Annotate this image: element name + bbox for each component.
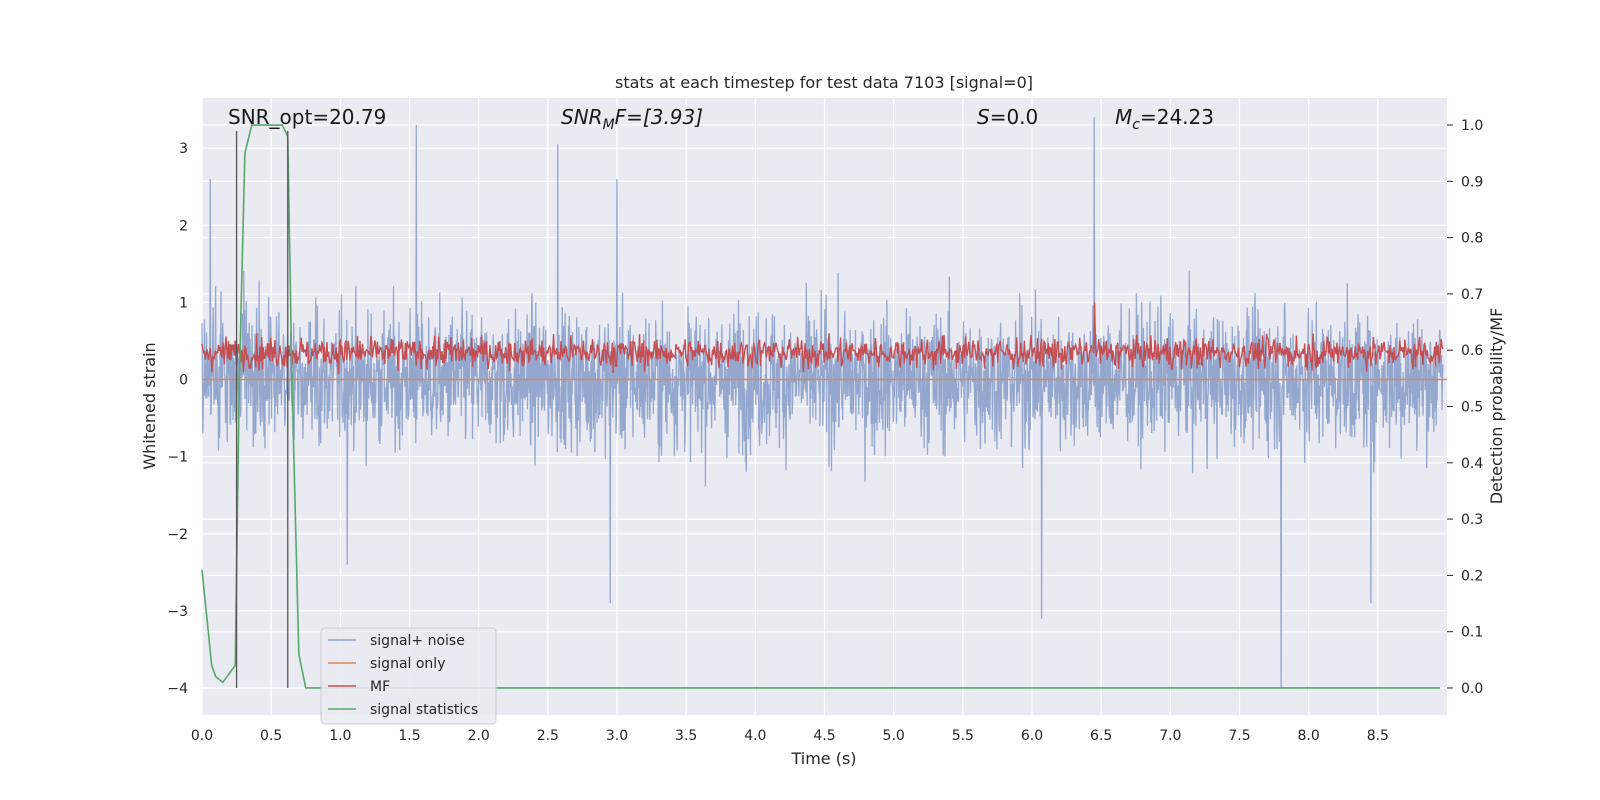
y2-axis-label: Detection probability/MF <box>1487 308 1506 505</box>
y2-tick-label: 0.5 <box>1461 400 1483 416</box>
y2-tick-label: 0.4 <box>1461 456 1483 472</box>
y-tick-label: −4 <box>167 681 188 697</box>
annotation-mc: Mc=24.23 <box>1115 105 1214 133</box>
vertical-markers <box>235 131 289 688</box>
y2-tick-label: 0.8 <box>1461 231 1483 247</box>
line-signal-statistics <box>201 124 1441 689</box>
y-tick-label: 1 <box>179 295 188 311</box>
s-value: =0.0 <box>990 105 1039 129</box>
y-tick-label: −3 <box>167 604 188 620</box>
snr-mf-sub: M <box>603 117 615 133</box>
y-tick-label: 3 <box>179 141 188 157</box>
y2-tick-label: 0.6 <box>1461 343 1483 359</box>
x-tick-label: 5.5 <box>952 728 974 744</box>
y2-tick-label: 0.1 <box>1461 625 1483 641</box>
x-tick-label: 4.0 <box>744 728 766 744</box>
annotation-s: S=0.0 <box>977 105 1038 129</box>
y2-tick-label: 0.2 <box>1461 568 1483 584</box>
line-signal-noise <box>201 117 1444 689</box>
legend: signal+ noise signal only MF signal stat… <box>320 627 497 725</box>
y-tick-label: 0 <box>179 373 188 389</box>
series-signal-statistics <box>201 124 1441 689</box>
legend-label-signal-statistics: signal statistics <box>370 702 478 718</box>
y2-tick-label: 1.0 <box>1461 118 1483 134</box>
legend-label-signal-only: signal only <box>370 656 445 672</box>
x-tick-label: 7.0 <box>1159 728 1181 744</box>
x-tick-labels: 0.0 0.5 1.0 1.5 2.0 2.5 3.0 3.5 4.0 4.5 5.0 5.5 6.0 6… <box>191 728 1389 744</box>
y-tick-label: 2 <box>179 218 188 234</box>
legend-label-signal-noise: signal+ noise <box>370 633 465 649</box>
series-signal-noise <box>201 117 1444 689</box>
x-tick-label: 3.5 <box>675 728 697 744</box>
mc-label: M <box>1115 105 1132 129</box>
annotation-snr-opt: SNR_opt=20.79 <box>228 105 386 129</box>
annotation-snr-mf: SNRMF=[3.93] <box>561 105 703 133</box>
y2-tick-labels: 1.0 0.9 0.8 0.7 0.6 0.5 0.4 0.3 0.2 0.1 0.0 <box>1447 118 1483 697</box>
y-axis-label: Whitened strain <box>140 342 159 469</box>
legend-label-mf: MF <box>370 679 390 695</box>
y-tick-labels: 3 2 1 0 −1 −2 −3 −4 <box>167 141 188 697</box>
y2-tick-label: 0.0 <box>1461 681 1483 697</box>
s-label: S <box>977 105 990 129</box>
x-tick-label: 5.0 <box>883 728 905 744</box>
x-tick-label: 4.5 <box>813 728 835 744</box>
x-tick-label: 1.0 <box>329 728 351 744</box>
x-tick-label: 6.5 <box>1090 728 1112 744</box>
x-tick-label: 0.0 <box>191 728 213 744</box>
snr-mf-rest: F=[3.93] <box>615 105 703 129</box>
y2-tick-label: 0.9 <box>1461 174 1483 190</box>
legend-box <box>320 627 497 725</box>
mc-sub: c <box>1132 117 1140 133</box>
y-tick-label: −1 <box>167 450 188 466</box>
series-mf <box>201 302 1444 375</box>
x-axis-label: Time (s) <box>790 749 856 768</box>
line-mf <box>201 302 1444 375</box>
x-tick-label: 8.5 <box>1367 728 1389 744</box>
x-tick-label: 2.0 <box>468 728 490 744</box>
snr-mf-main: SNR <box>561 105 603 129</box>
x-tick-label: 8.0 <box>1298 728 1320 744</box>
x-tick-label: 0.5 <box>260 728 282 744</box>
x-tick-label: 3.0 <box>606 728 628 744</box>
x-tick-label: 6.0 <box>1021 728 1043 744</box>
x-tick-label: 2.5 <box>537 728 559 744</box>
x-tick-label: 7.5 <box>1228 728 1250 744</box>
y2-tick-label: 0.7 <box>1461 287 1483 303</box>
chart-title: stats at each timestep for test data 710… <box>615 73 1033 92</box>
x-tick-label: 1.5 <box>398 728 420 744</box>
y2-tick-label: 0.3 <box>1461 512 1483 528</box>
mc-value: =24.23 <box>1140 105 1214 129</box>
y-tick-label: −2 <box>167 527 188 543</box>
